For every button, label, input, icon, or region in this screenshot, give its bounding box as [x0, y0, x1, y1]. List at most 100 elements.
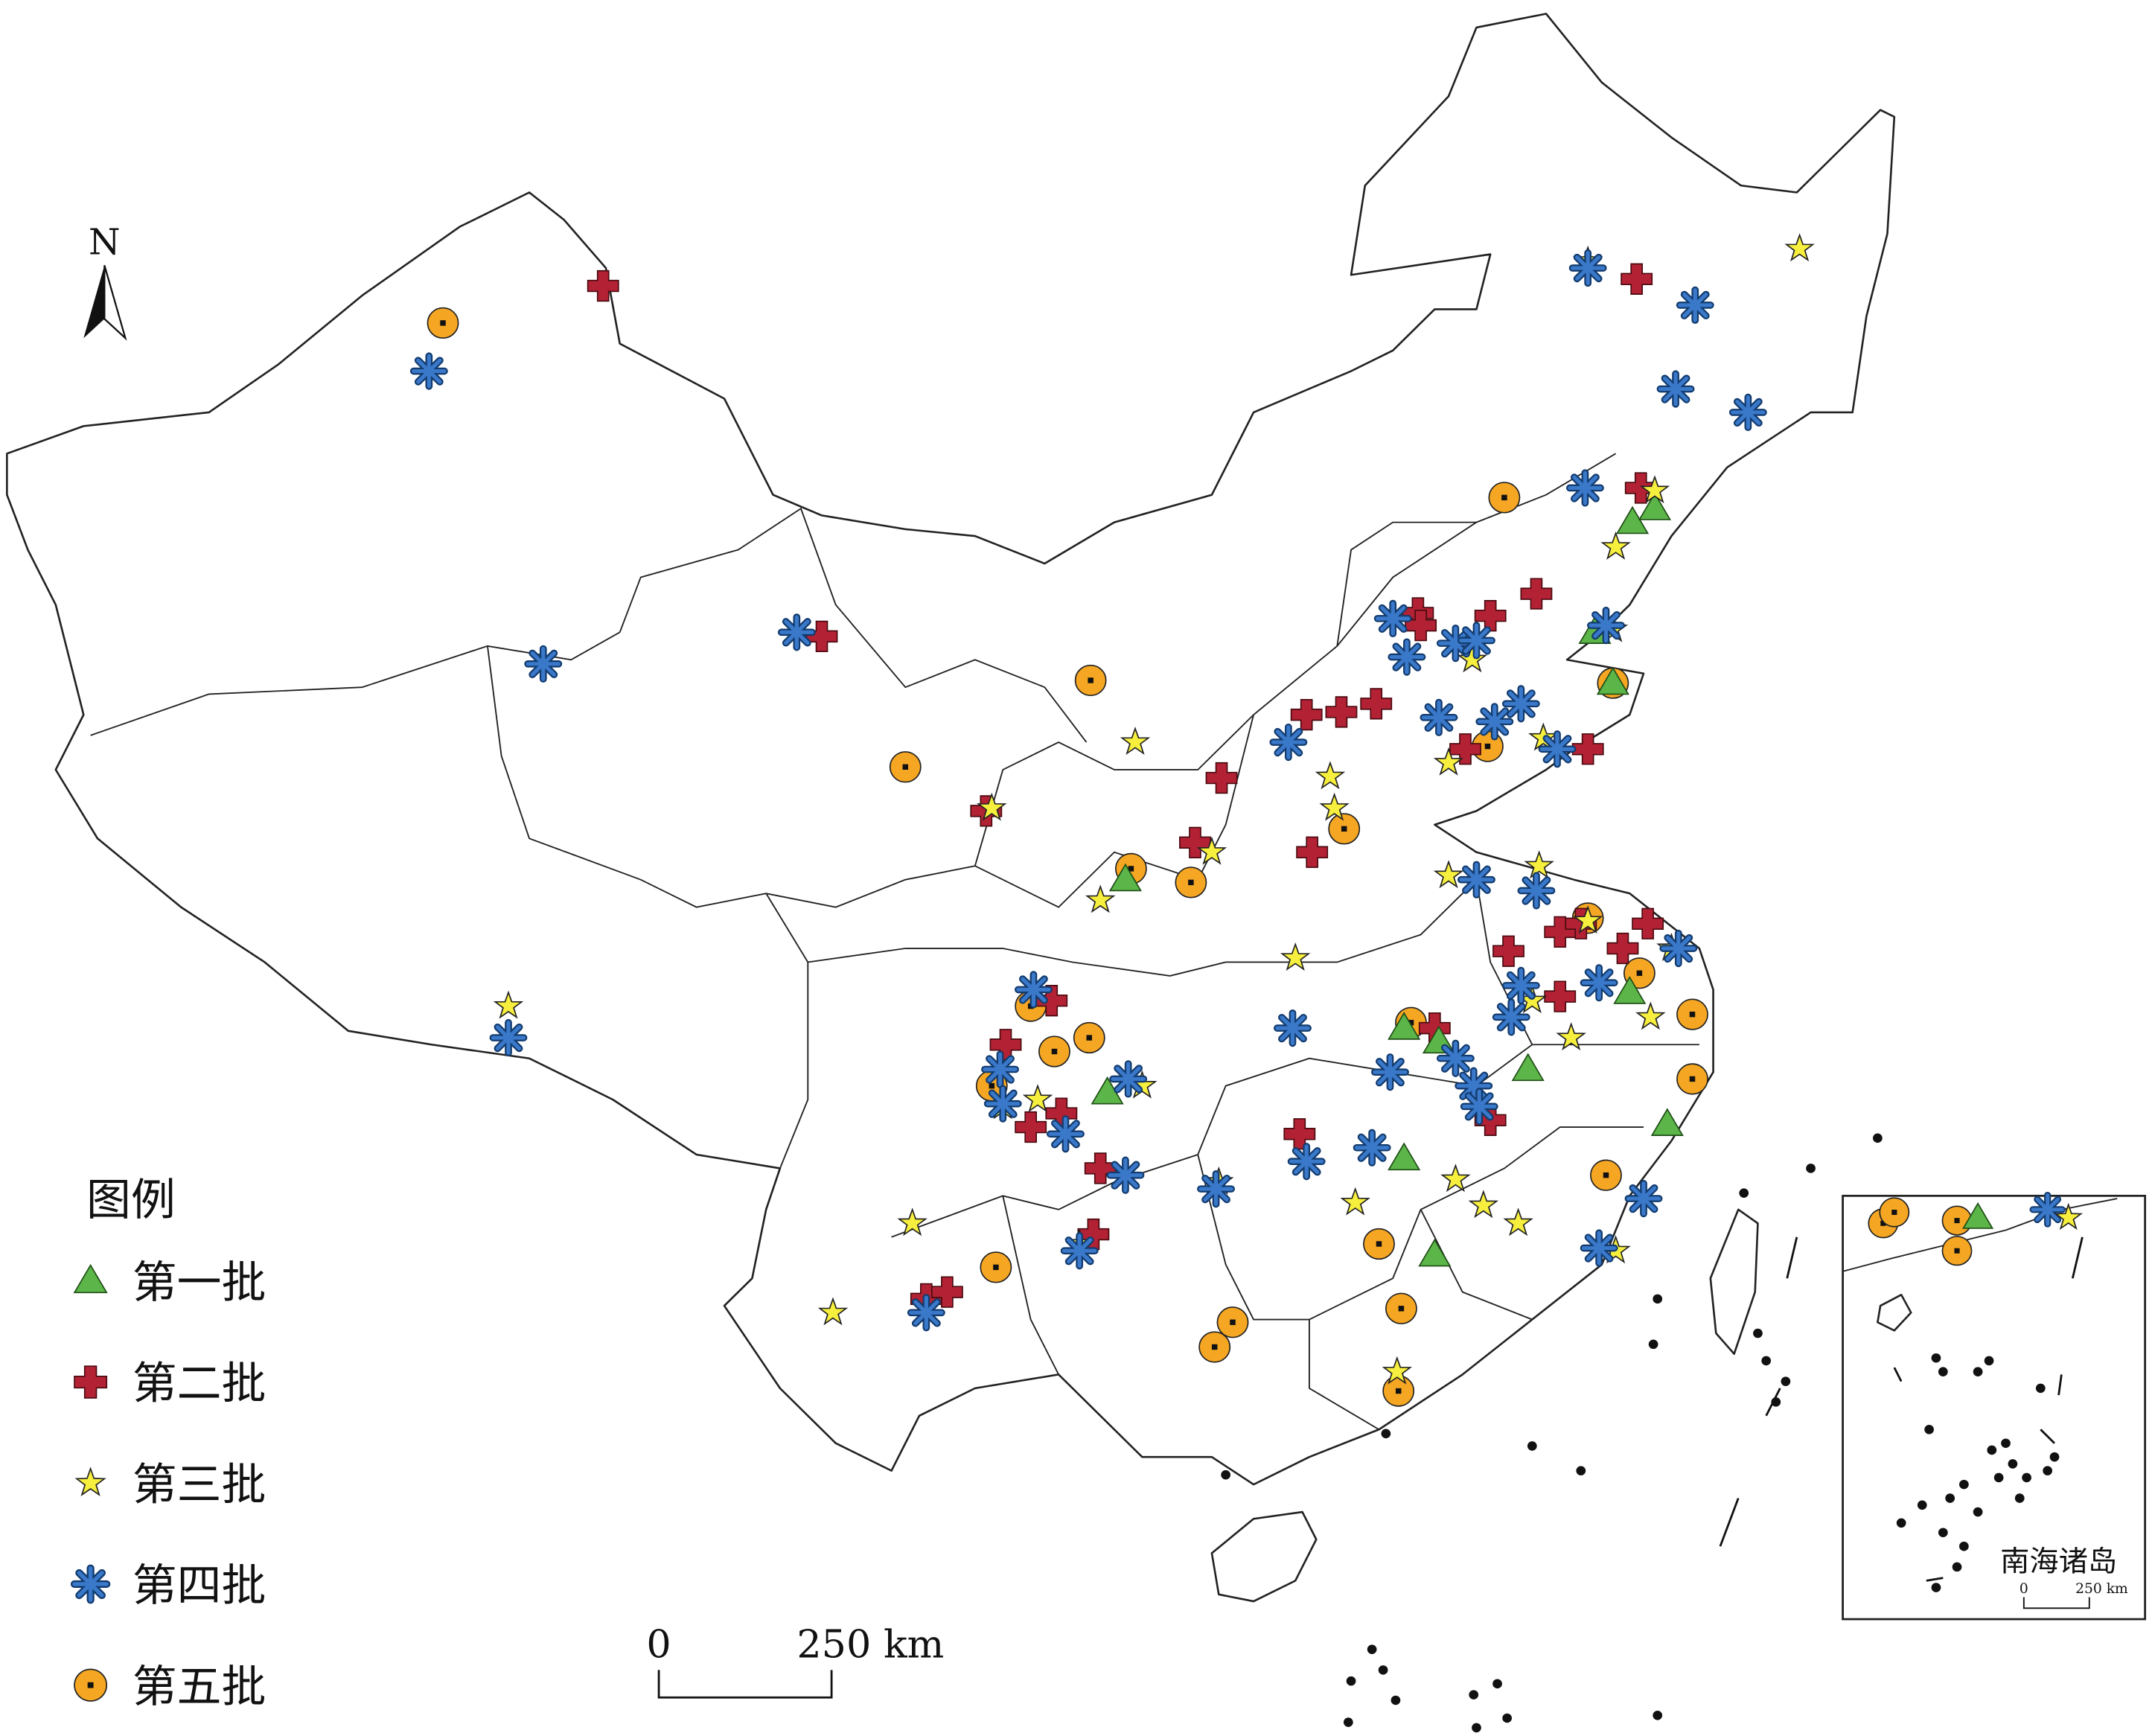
hainan — [1210, 1510, 1318, 1603]
marker-batch-1 — [73, 1263, 108, 1294]
marker-batch-3 — [1340, 1187, 1370, 1216]
marker-batch-3 — [1022, 1084, 1053, 1113]
marker-batch-3 — [1319, 792, 1350, 821]
marker-batch-3 — [817, 1297, 849, 1326]
marker-batch-2 — [1296, 836, 1329, 868]
boundary-dash — [2057, 1374, 2063, 1396]
marker-spoke — [1586, 970, 1612, 996]
marker-batch-3 — [1120, 727, 1151, 756]
province-line — [808, 879, 1478, 977]
province-line — [1002, 1196, 1059, 1375]
inset-coast — [1842, 1198, 2118, 1272]
marker-batch-4 — [907, 1294, 945, 1332]
marker-batch-1 — [1613, 976, 1647, 1004]
marker-batch-3 — [1382, 1356, 1413, 1385]
north-label: N — [89, 222, 121, 264]
marker-batch-2 — [1205, 762, 1238, 794]
marker-batch-1 — [1615, 505, 1650, 534]
marker-center — [1376, 1241, 1382, 1247]
marker-spoke — [1463, 867, 1490, 893]
island-dot — [1945, 1493, 1955, 1503]
marker-batch-3 — [1503, 1207, 1533, 1236]
marker-center — [1954, 1218, 1960, 1224]
marker-spoke — [1508, 691, 1534, 717]
scale-bar: 0 250 km — [646, 1623, 944, 1699]
marker-batch-5 — [427, 307, 459, 339]
island-dot — [1917, 1500, 1927, 1510]
island-dot — [1527, 1441, 1537, 1451]
marker-batch-3 — [74, 1467, 106, 1497]
legend-label: 第二批 — [132, 1359, 266, 1410]
marker-spoke — [1463, 628, 1490, 654]
marker-center — [1689, 1076, 1696, 1082]
island-dot — [1959, 1541, 1969, 1551]
marker-batch-2 — [1544, 980, 1577, 1012]
marker-spoke — [1593, 613, 1619, 639]
marker-spoke — [1443, 1045, 1469, 1071]
marker-spoke — [416, 358, 442, 384]
marker-batch-5 — [1175, 867, 1207, 899]
boundary-dash — [1765, 1388, 1781, 1417]
marker-batch-5 — [1385, 1292, 1417, 1324]
island-dot — [1653, 1711, 1663, 1720]
marker-batch-4 — [1580, 964, 1618, 1002]
marker-spoke — [1466, 1094, 1492, 1120]
province-line — [486, 645, 767, 908]
boundary-dash — [1926, 1577, 1944, 1582]
marker-batch-3 — [1468, 1190, 1499, 1219]
north-arrow-right — [103, 265, 127, 341]
marker-batch-2 — [1571, 733, 1604, 765]
marker-spoke — [1443, 631, 1469, 657]
legend-label: 第四批 — [132, 1560, 266, 1612]
north-arrow-left — [83, 265, 105, 339]
island-dot — [2008, 1459, 2018, 1469]
marker-batch-4 — [524, 645, 563, 683]
marker-batch-3 — [977, 792, 1007, 821]
marker-center — [1689, 1011, 1696, 1018]
marker-spoke — [2035, 1197, 2060, 1222]
marker-spoke — [1508, 972, 1534, 998]
marker-batch-1 — [1596, 666, 1629, 695]
marker-batch-4 — [1501, 685, 1540, 723]
marker-batch-1 — [1388, 1012, 1421, 1040]
marker-spoke — [1665, 936, 1691, 961]
island-dot — [2049, 1452, 2060, 1462]
marker-batch-5 — [1879, 1197, 1910, 1228]
marker-spoke — [1481, 709, 1507, 735]
marker-batch-2 — [1520, 578, 1553, 610]
north-arrow: N — [83, 222, 127, 341]
marker-center — [1230, 1319, 1236, 1325]
marker-batch-4 — [1492, 998, 1530, 1036]
legend-label: 第五批 — [132, 1662, 266, 1713]
marker-batch-2 — [74, 1365, 108, 1399]
marker-center — [1954, 1248, 1960, 1254]
legend-label: 第三批 — [132, 1460, 266, 1511]
islands — [1221, 1133, 2084, 1733]
marker-batch-5 — [1363, 1228, 1395, 1260]
marker-batch-1 — [1418, 1238, 1452, 1267]
marker-center — [1051, 1048, 1058, 1055]
province-line — [891, 1044, 1699, 1238]
island-dot — [2035, 1383, 2046, 1394]
island-dot — [1381, 1429, 1391, 1439]
marker-batch-3 — [1433, 747, 1464, 776]
marker-spoke — [1544, 736, 1571, 762]
marker-spoke — [1682, 292, 1708, 318]
island-dot — [1346, 1676, 1356, 1686]
marker-center — [1484, 743, 1491, 750]
island-dot — [1931, 1353, 1941, 1363]
marker-center — [1188, 879, 1194, 886]
country-outline — [6, 13, 1896, 1486]
legend-title: 图例 — [86, 1175, 176, 1227]
island-dot — [1761, 1356, 1772, 1366]
marker-batch-5 — [1328, 813, 1361, 845]
marker-batch-4 — [1353, 1129, 1391, 1167]
marker-batch-5 — [1038, 1035, 1070, 1068]
marker-batch-4 — [489, 1018, 528, 1057]
marker-batch-2 — [1632, 907, 1664, 939]
marker-spoke — [1586, 1235, 1612, 1261]
marker-batch-4 — [1728, 393, 1767, 432]
marker-center — [87, 1682, 94, 1688]
marker-batch-4 — [1538, 730, 1577, 768]
island-dot — [1973, 1367, 1983, 1376]
